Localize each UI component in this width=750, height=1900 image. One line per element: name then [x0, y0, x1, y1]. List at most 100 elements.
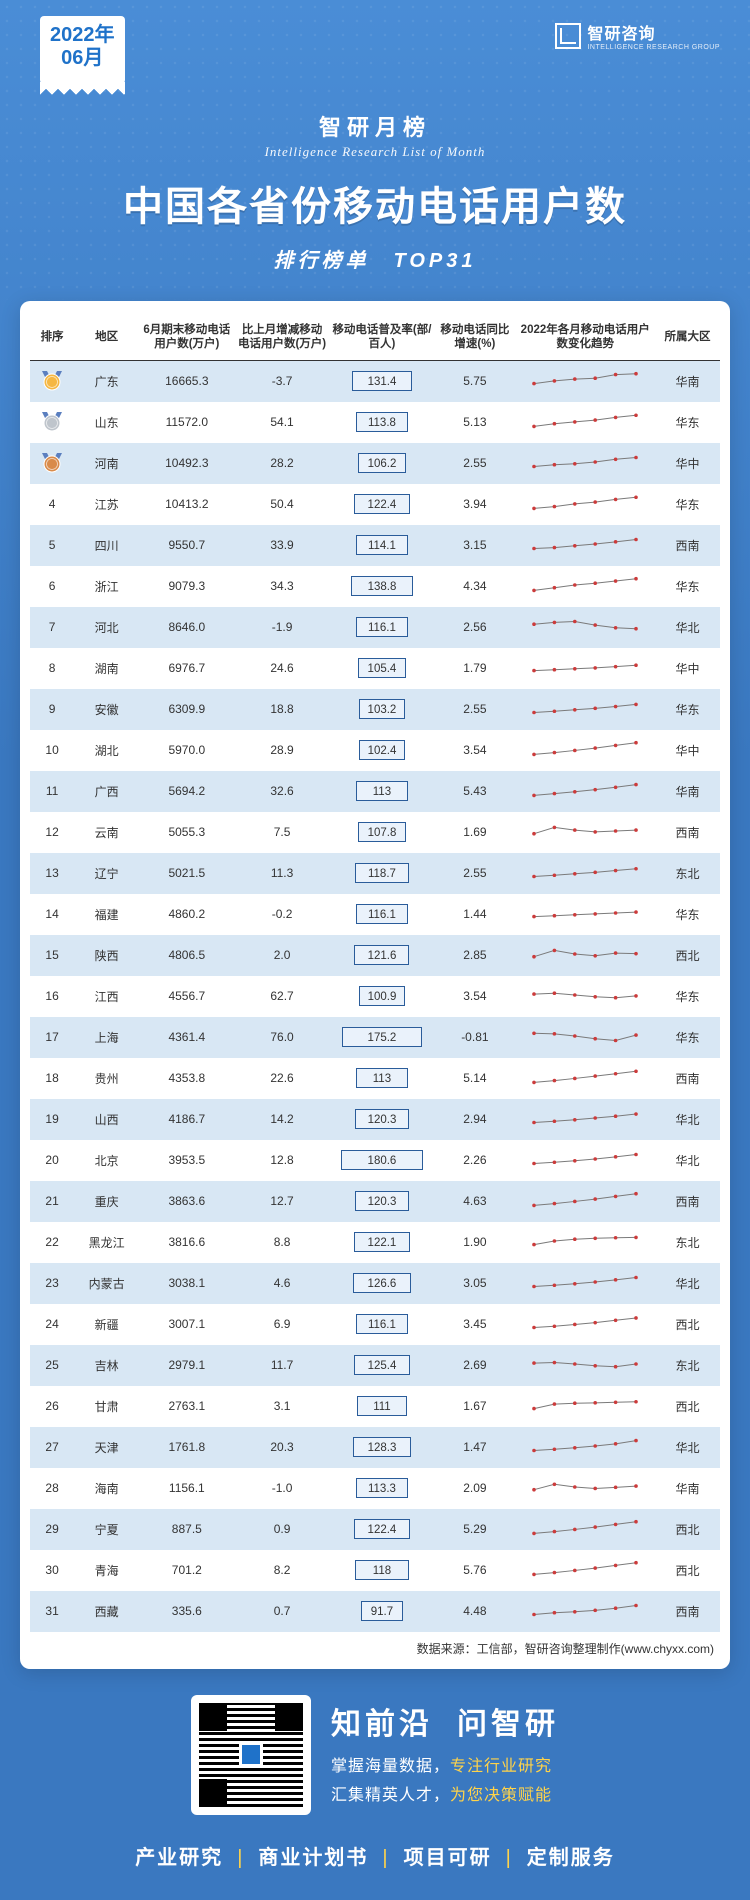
- sparkline: [530, 408, 640, 434]
- sparkline: [530, 1392, 640, 1418]
- cell-users: 5055.3: [139, 812, 234, 853]
- list-name-en: Intelligence Research List of Month: [0, 144, 750, 160]
- cell-rate: 91.7: [330, 1591, 435, 1632]
- cell-rate: 113: [330, 1058, 435, 1099]
- sparkline: [530, 1556, 640, 1582]
- table-header: 排序地区6月期末移动电话用户数(万户)比上月增减移动电话用户数(万户)移动电话普…: [30, 315, 720, 360]
- cell-spark: [516, 894, 655, 935]
- cell-area: 华东: [655, 484, 720, 525]
- cell-rank: 14: [30, 894, 74, 935]
- cell-delta: 22.6: [234, 1058, 329, 1099]
- sparkline: [530, 1597, 640, 1623]
- cell-growth: 5.76: [434, 1550, 515, 1591]
- cell-rank: 8: [30, 648, 74, 689]
- cell-users: 8646.0: [139, 607, 234, 648]
- cell-region: 黑龙江: [74, 1222, 139, 1263]
- cell-region: 贵州: [74, 1058, 139, 1099]
- cell-users: 6309.9: [139, 689, 234, 730]
- cell-rank: 27: [30, 1427, 74, 1468]
- cell-users: 5970.0: [139, 730, 234, 771]
- cell-growth: 2.55: [434, 689, 515, 730]
- footer-nav: 产业研究|商业计划书|项目可研|定制服务: [30, 1841, 720, 1870]
- cell-rank: 7: [30, 607, 74, 648]
- sparkline: [530, 1269, 640, 1295]
- cell-area: 华东: [655, 566, 720, 607]
- sparkline: [530, 572, 640, 598]
- table-row: 河南10492.328.2106.22.55 华中: [30, 443, 720, 484]
- cell-rank: [30, 360, 74, 402]
- main-title: 中国各省份移动电话用户数: [0, 174, 750, 232]
- cell-delta: 76.0: [234, 1017, 329, 1058]
- infographic-page: 2022年 06月 智研咨询 INTELLIGENCE RESEARCH GRO…: [0, 0, 750, 1900]
- cell-region: 山东: [74, 402, 139, 443]
- table-row: 21重庆3863.612.7120.34.63 西南: [30, 1181, 720, 1222]
- cell-region: 吉林: [74, 1345, 139, 1386]
- sparkline: [530, 613, 640, 639]
- cell-rate: 106.2: [330, 443, 435, 484]
- cell-spark: [516, 853, 655, 894]
- cell-region: 北京: [74, 1140, 139, 1181]
- cell-spark: [516, 1017, 655, 1058]
- cell-delta: 8.8: [234, 1222, 329, 1263]
- cell-area: 华北: [655, 1099, 720, 1140]
- cell-rate: 105.4: [330, 648, 435, 689]
- cell-rank: 31: [30, 1591, 74, 1632]
- cell-rank: 24: [30, 1304, 74, 1345]
- cell-growth: 2.26: [434, 1140, 515, 1181]
- cell-spark: [516, 1263, 655, 1304]
- cell-rate: 118.7: [330, 853, 435, 894]
- cell-area: 西北: [655, 1386, 720, 1427]
- cell-rate: 100.9: [330, 976, 435, 1017]
- cell-delta: 54.1: [234, 402, 329, 443]
- cell-rate: 120.3: [330, 1099, 435, 1140]
- cell-region: 安徽: [74, 689, 139, 730]
- cell-growth: 1.67: [434, 1386, 515, 1427]
- cell-rate: 125.4: [330, 1345, 435, 1386]
- cell-delta: 0.9: [234, 1509, 329, 1550]
- sparkline: [530, 818, 640, 844]
- header: 智研月榜 Intelligence Research List of Month…: [0, 0, 750, 273]
- cell-users: 4556.7: [139, 976, 234, 1017]
- cell-delta: 11.7: [234, 1345, 329, 1386]
- sparkline: [530, 941, 640, 967]
- cell-region: 天津: [74, 1427, 139, 1468]
- table-row: 26甘肃2763.13.11111.67 西北: [30, 1386, 720, 1427]
- cell-region: 广西: [74, 771, 139, 812]
- medal-icon: [39, 451, 65, 473]
- cell-growth: 1.44: [434, 894, 515, 935]
- cell-spark: [516, 1427, 655, 1468]
- cell-rank: 16: [30, 976, 74, 1017]
- cell-growth: 5.14: [434, 1058, 515, 1099]
- cell-delta: 3.1: [234, 1386, 329, 1427]
- cell-area: 华东: [655, 1017, 720, 1058]
- cell-area: 西南: [655, 812, 720, 853]
- cell-area: 华南: [655, 1468, 720, 1509]
- cell-growth: 1.90: [434, 1222, 515, 1263]
- cell-delta: 12.8: [234, 1140, 329, 1181]
- table-row: 17上海4361.476.0175.2-0.81 华东: [30, 1017, 720, 1058]
- cell-spark: [516, 1222, 655, 1263]
- cell-area: 西北: [655, 1304, 720, 1345]
- cell-region: 江苏: [74, 484, 139, 525]
- cell-spark: [516, 812, 655, 853]
- cell-spark: [516, 1140, 655, 1181]
- cell-area: 华中: [655, 730, 720, 771]
- cell-growth: 2.69: [434, 1345, 515, 1386]
- cell-growth: 1.79: [434, 648, 515, 689]
- cell-rate: 116.1: [330, 894, 435, 935]
- cell-rate: 107.8: [330, 812, 435, 853]
- sparkline: [530, 736, 640, 762]
- cell-rank: 19: [30, 1099, 74, 1140]
- cell-rank: 17: [30, 1017, 74, 1058]
- cell-rank: [30, 443, 74, 484]
- table-row: 18贵州4353.822.61135.14 西南: [30, 1058, 720, 1099]
- cell-spark: [516, 1591, 655, 1632]
- medal-icon: [39, 410, 65, 432]
- cell-rank: 13: [30, 853, 74, 894]
- cell-region: 广东: [74, 360, 139, 402]
- cell-region: 重庆: [74, 1181, 139, 1222]
- cell-delta: 28.9: [234, 730, 329, 771]
- col-header: 比上月增减移动电话用户数(万户): [234, 315, 329, 360]
- cell-users: 10413.2: [139, 484, 234, 525]
- sparkline: [530, 1228, 640, 1254]
